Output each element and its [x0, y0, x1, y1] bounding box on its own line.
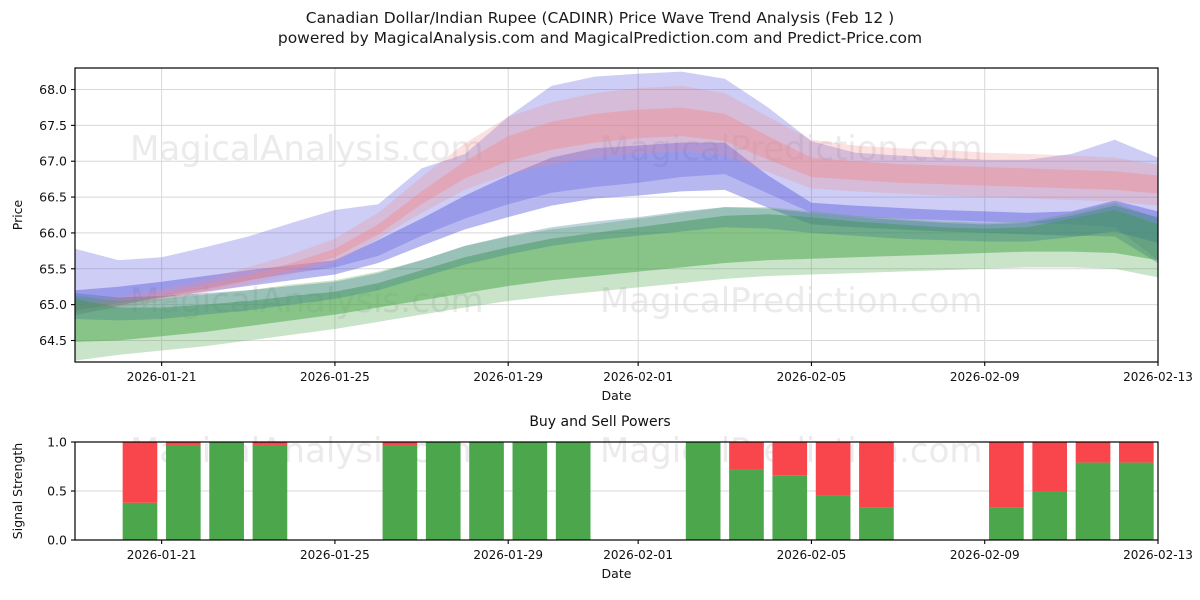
y-tick-label: 0.5	[47, 484, 67, 499]
bar-buy-power	[165, 444, 201, 540]
bar-buy-power	[1075, 462, 1111, 540]
bar-sell-power	[859, 442, 894, 508]
bar-sell-power	[772, 442, 808, 476]
wave-band-pink-outer	[75, 85, 1158, 314]
title-line-2: powered by MagicalAnalysis.com and Magic…	[277, 29, 923, 47]
bar-sell-power	[815, 442, 851, 496]
y-tick-label: 66.5	[39, 190, 67, 205]
wave-band-pink-inner	[75, 107, 1158, 311]
bar-buy-power	[815, 495, 851, 540]
bar-sell-power	[1119, 442, 1154, 463]
bar-buy-power	[555, 442, 591, 540]
y-tick-label: 0.0	[47, 533, 67, 548]
wave-band-teal-overlay	[75, 205, 1158, 321]
x-tick-label: 2026-02-13	[1123, 548, 1193, 562]
bar-buy-power	[989, 507, 1024, 540]
wave-bands	[75, 71, 1158, 361]
bar-sell-power	[122, 442, 158, 503]
x-tick-label: 2026-02-01	[603, 370, 673, 384]
x-tick-label: 2026-01-25	[300, 548, 370, 562]
bar-buy-power	[859, 507, 894, 540]
bar-buy-power	[122, 502, 158, 540]
x-tick-label: 2026-02-05	[777, 548, 847, 562]
price-wave-chart: MagicalAnalysis.com MagicalPrediction.com…	[10, 67, 1193, 400]
bar-sell-power	[252, 442, 288, 445]
y-tick-label: 67.0	[39, 154, 67, 169]
y-axis-label: Signal Strength	[10, 443, 25, 539]
bar-buy-power	[512, 442, 548, 540]
title-line-1: Canadian Dollar/Indian Rupee (CADINR) Pr…	[305, 9, 895, 27]
bar-buy-power	[1119, 462, 1154, 540]
watermark-text: MagicalAnalysis.com	[130, 129, 484, 169]
x-tick-label: 2026-02-09	[950, 548, 1020, 562]
x-tick-label: 2026-02-13	[1123, 370, 1193, 384]
bar-buy-power	[1032, 491, 1068, 540]
x-tick-label: 2026-01-21	[127, 370, 197, 384]
y-tick-label: 67.5	[39, 118, 67, 133]
x-tick-label: 2026-01-29	[473, 370, 543, 384]
plot-frame	[74, 67, 1159, 363]
bar-buy-power	[729, 469, 764, 540]
bar-buy-power	[772, 475, 808, 540]
bar-buy-power	[252, 444, 288, 540]
watermark-text: MagicalPrediction.com	[600, 129, 983, 169]
wave-band-blue-outer-upper	[75, 71, 1158, 316]
bar-sell-power	[1075, 442, 1111, 463]
bar-sell-power	[729, 442, 764, 470]
bar-sell-power	[165, 442, 201, 445]
y-tick-label: 64.5	[39, 333, 67, 348]
wave-band-green-inner	[75, 209, 1158, 342]
wave-band-blue-inner	[75, 142, 1158, 311]
bar-buy-power	[209, 442, 244, 540]
buy-sell-powers-chart: Buy and Sell PowersMagicalAnalysis.comMa…	[10, 414, 1193, 581]
x-tick-label: 2026-01-21	[127, 548, 197, 562]
bar-buy-power	[685, 442, 721, 540]
x-tick-label: 2026-02-05	[777, 370, 847, 384]
bar-group	[122, 442, 1154, 540]
x-axis-label: Date	[602, 566, 632, 581]
y-tick-label: 66.0	[39, 225, 67, 240]
x-tick-label: 2026-02-09	[950, 370, 1020, 384]
bar-sell-power	[989, 442, 1024, 508]
y-tick-label: 68.0	[39, 82, 67, 97]
y-axis-label: Price	[10, 199, 25, 230]
watermark-text: MagicalPrediction.com	[600, 281, 983, 321]
bar-buy-power	[469, 442, 504, 540]
x-tick-label: 2026-02-01	[603, 548, 673, 562]
x-tick-label: 2026-01-29	[473, 548, 543, 562]
bar-sell-power	[382, 442, 418, 446]
page-title: Canadian Dollar/Indian Rupee (CADINR) Pr…	[0, 8, 1200, 48]
y-tick-label: 65.5	[39, 261, 67, 276]
x-axis-label: Date	[602, 388, 632, 400]
x-tick-label: 2026-01-25	[300, 370, 370, 384]
bar-sell-power	[1032, 442, 1068, 491]
y-tick-label: 65.0	[39, 297, 67, 312]
chart-subtitle: Buy and Sell Powers	[529, 414, 670, 430]
y-tick-label: 1.0	[47, 435, 67, 450]
bar-buy-power	[382, 445, 418, 540]
bar-buy-power	[425, 442, 461, 540]
